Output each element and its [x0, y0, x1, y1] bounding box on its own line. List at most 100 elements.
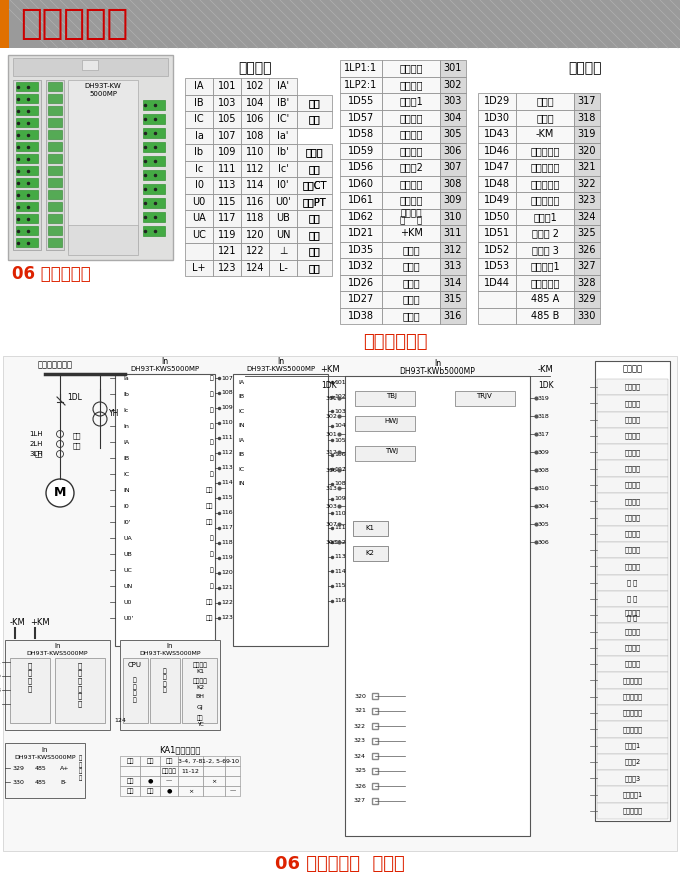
Text: In: In: [434, 359, 441, 369]
Bar: [597, 427, 668, 444]
Text: 316: 316: [325, 468, 337, 472]
Bar: [178, 787, 203, 796]
Text: 1D29: 1D29: [484, 96, 510, 106]
Text: YH: YH: [109, 409, 120, 419]
Bar: [178, 756, 203, 766]
Text: 保
护
系
统: 保 护 系 统: [133, 678, 137, 703]
Bar: [269, 128, 297, 144]
Text: 329: 329: [13, 766, 25, 771]
Text: 零序PT: 零序PT: [303, 197, 326, 207]
Text: 跳闸保持: 跳闸保持: [624, 416, 641, 423]
Text: 母线: 母线: [309, 213, 320, 223]
Text: 323: 323: [0, 702, 1, 707]
Text: 电流: 电流: [309, 114, 320, 124]
Text: Ic: Ic: [123, 407, 129, 413]
Text: 备用开入1: 备用开入1: [530, 261, 560, 272]
Bar: [5, 640, 110, 731]
Text: 325: 325: [354, 768, 366, 774]
Text: 通
信
回
路: 通 信 回 路: [78, 756, 82, 781]
Bar: [241, 259, 269, 276]
Text: 中性点: 中性点: [306, 147, 323, 158]
Text: 接地刀位置: 接地刀位置: [622, 726, 643, 732]
Text: 301: 301: [325, 432, 337, 436]
Text: 112: 112: [245, 164, 265, 173]
Bar: [355, 416, 415, 431]
Bar: [478, 159, 516, 175]
Bar: [10, 658, 50, 724]
Bar: [478, 110, 516, 126]
Bar: [120, 787, 140, 796]
Text: DH93T-KW
5000MP: DH93T-KW 5000MP: [84, 83, 121, 96]
Bar: [269, 259, 297, 276]
Text: Ib: Ib: [194, 147, 203, 158]
Text: 1D32: 1D32: [348, 261, 374, 272]
Bar: [340, 208, 382, 225]
Bar: [48, 142, 62, 151]
Bar: [185, 78, 213, 95]
Text: 320: 320: [578, 145, 596, 156]
Text: 非电量3: 非电量3: [624, 775, 641, 781]
Text: 123: 123: [218, 263, 236, 272]
Bar: [185, 160, 213, 177]
Text: 122: 122: [245, 246, 265, 257]
Text: UC: UC: [123, 568, 132, 573]
Text: 106: 106: [334, 452, 345, 457]
Text: 1D46: 1D46: [484, 145, 510, 156]
Bar: [440, 225, 466, 242]
Bar: [143, 142, 165, 152]
Bar: [382, 93, 440, 110]
Bar: [382, 258, 440, 274]
Text: 手动跳闸: 手动跳闸: [624, 465, 641, 472]
Bar: [16, 178, 38, 187]
Text: Ic': Ic': [277, 164, 288, 173]
Bar: [8, 55, 173, 260]
Bar: [213, 111, 241, 128]
Text: 母线: 母线: [309, 213, 320, 223]
Text: U0': U0': [123, 616, 133, 621]
Text: 301: 301: [444, 63, 462, 74]
Bar: [382, 110, 440, 126]
Text: 操
作
电
源: 操 作 电 源: [28, 662, 32, 692]
Text: CPU: CPU: [128, 662, 142, 668]
Text: L-: L-: [279, 263, 288, 272]
Bar: [225, 776, 240, 787]
Text: 111: 111: [334, 526, 345, 530]
Text: UB: UB: [123, 552, 132, 556]
Text: 11-12: 11-12: [182, 769, 199, 774]
Text: 3LH: 3LH: [29, 451, 43, 457]
Text: 314: 314: [444, 278, 462, 287]
Text: 手动合闸: 手动合闸: [624, 482, 641, 488]
Text: 305: 305: [444, 130, 462, 139]
Text: 母: 母: [209, 535, 213, 541]
Text: IC: IC: [238, 408, 244, 413]
Bar: [440, 307, 466, 324]
Bar: [48, 94, 62, 103]
Bar: [16, 202, 38, 211]
Text: 电: 电: [209, 568, 213, 573]
Text: 装置异常: 装置异常: [399, 145, 423, 156]
Bar: [440, 93, 466, 110]
Bar: [3, 356, 677, 851]
Text: IB: IB: [238, 452, 244, 457]
Text: 电: 电: [209, 407, 213, 413]
Bar: [269, 160, 297, 177]
Bar: [440, 175, 466, 192]
Text: TBJ: TBJ: [386, 393, 396, 399]
Bar: [297, 259, 332, 276]
Text: IB': IB': [277, 98, 289, 108]
Text: 120: 120: [245, 230, 265, 240]
Bar: [516, 159, 574, 175]
Text: 电
源
回
路
保
护: 电 源 回 路 保 护: [78, 662, 82, 707]
Bar: [440, 242, 466, 258]
Bar: [143, 198, 165, 208]
Bar: [241, 194, 269, 210]
Bar: [516, 192, 574, 208]
Text: HWJ: HWJ: [384, 418, 398, 424]
Text: 中: 中: [209, 439, 213, 445]
Bar: [297, 194, 332, 210]
Text: 1LH: 1LH: [29, 431, 43, 437]
Text: 机: 机: [209, 375, 213, 381]
Bar: [478, 291, 516, 307]
Text: 1D44: 1D44: [484, 278, 510, 287]
Text: 116: 116: [245, 197, 265, 207]
